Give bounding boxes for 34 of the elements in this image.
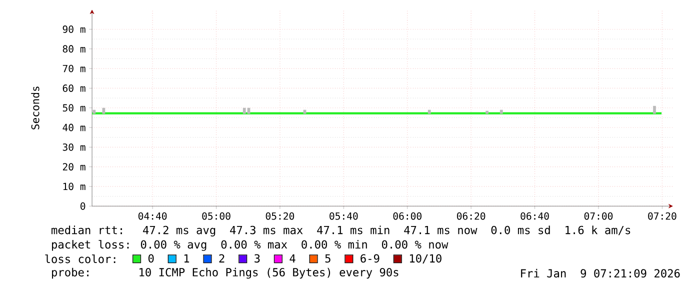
legend-label: 4 [290,254,296,263]
legend-label: 2 [219,254,224,263]
x-tick-label: 07:00 [584,212,613,220]
x-tick-label: 05:20 [266,212,294,220]
legend-label: 1 [184,254,190,263]
x-tick-label: 06:40 [520,212,549,220]
text: packet loss: 0.00 % avg 0.00 % max 0.00 % min 0.00 % now [52,240,448,251]
y-tick-label: 50 m [62,104,86,112]
y-tick-label: 90 m [62,26,86,34]
legend-label: 10/10 [410,254,442,264]
y-tick-label: 70 m [62,64,86,72]
legend-title: loss color: [45,254,116,264]
y-tick-label: 0 [80,202,86,210]
y-tick-label: 60 m [62,84,86,92]
y-tick-label: 40 m [62,124,86,132]
x-tick-label: 05:00 [202,212,230,220]
y-tick-label: 10 m [63,182,86,190]
y-axis-title: Seconds [31,86,40,130]
y-tick-label: 30 m [62,144,86,151]
x-tick-label: 07:20 [648,212,676,220]
legend-label: 0 [148,254,154,263]
x-tick-label: 04:40 [138,212,167,220]
y-tick-label: 20 m [62,163,86,171]
legend-label: 6-9 [360,254,380,263]
text: probe: [52,268,88,279]
legend-label: 3 [254,254,260,263]
legend-label: 5 [325,254,330,263]
x-tick-label: 06:00 [393,212,422,220]
x-tick-label: 05:40 [330,212,358,220]
text: 10 ICMP Echo Pings (56 Bytes) every 90s [140,268,398,279]
text: Fri Jan 9 07:21:09 2026 [521,269,680,278]
y-tick-label: 80 m [62,45,86,53]
x-tick-label: 06:20 [456,212,486,220]
text: median rtt: 47.2 ms avg 47.3 ms max 47.1 ms min 47.1 ms now 0.0 ms sd 1.6 k am/s [52,226,630,237]
